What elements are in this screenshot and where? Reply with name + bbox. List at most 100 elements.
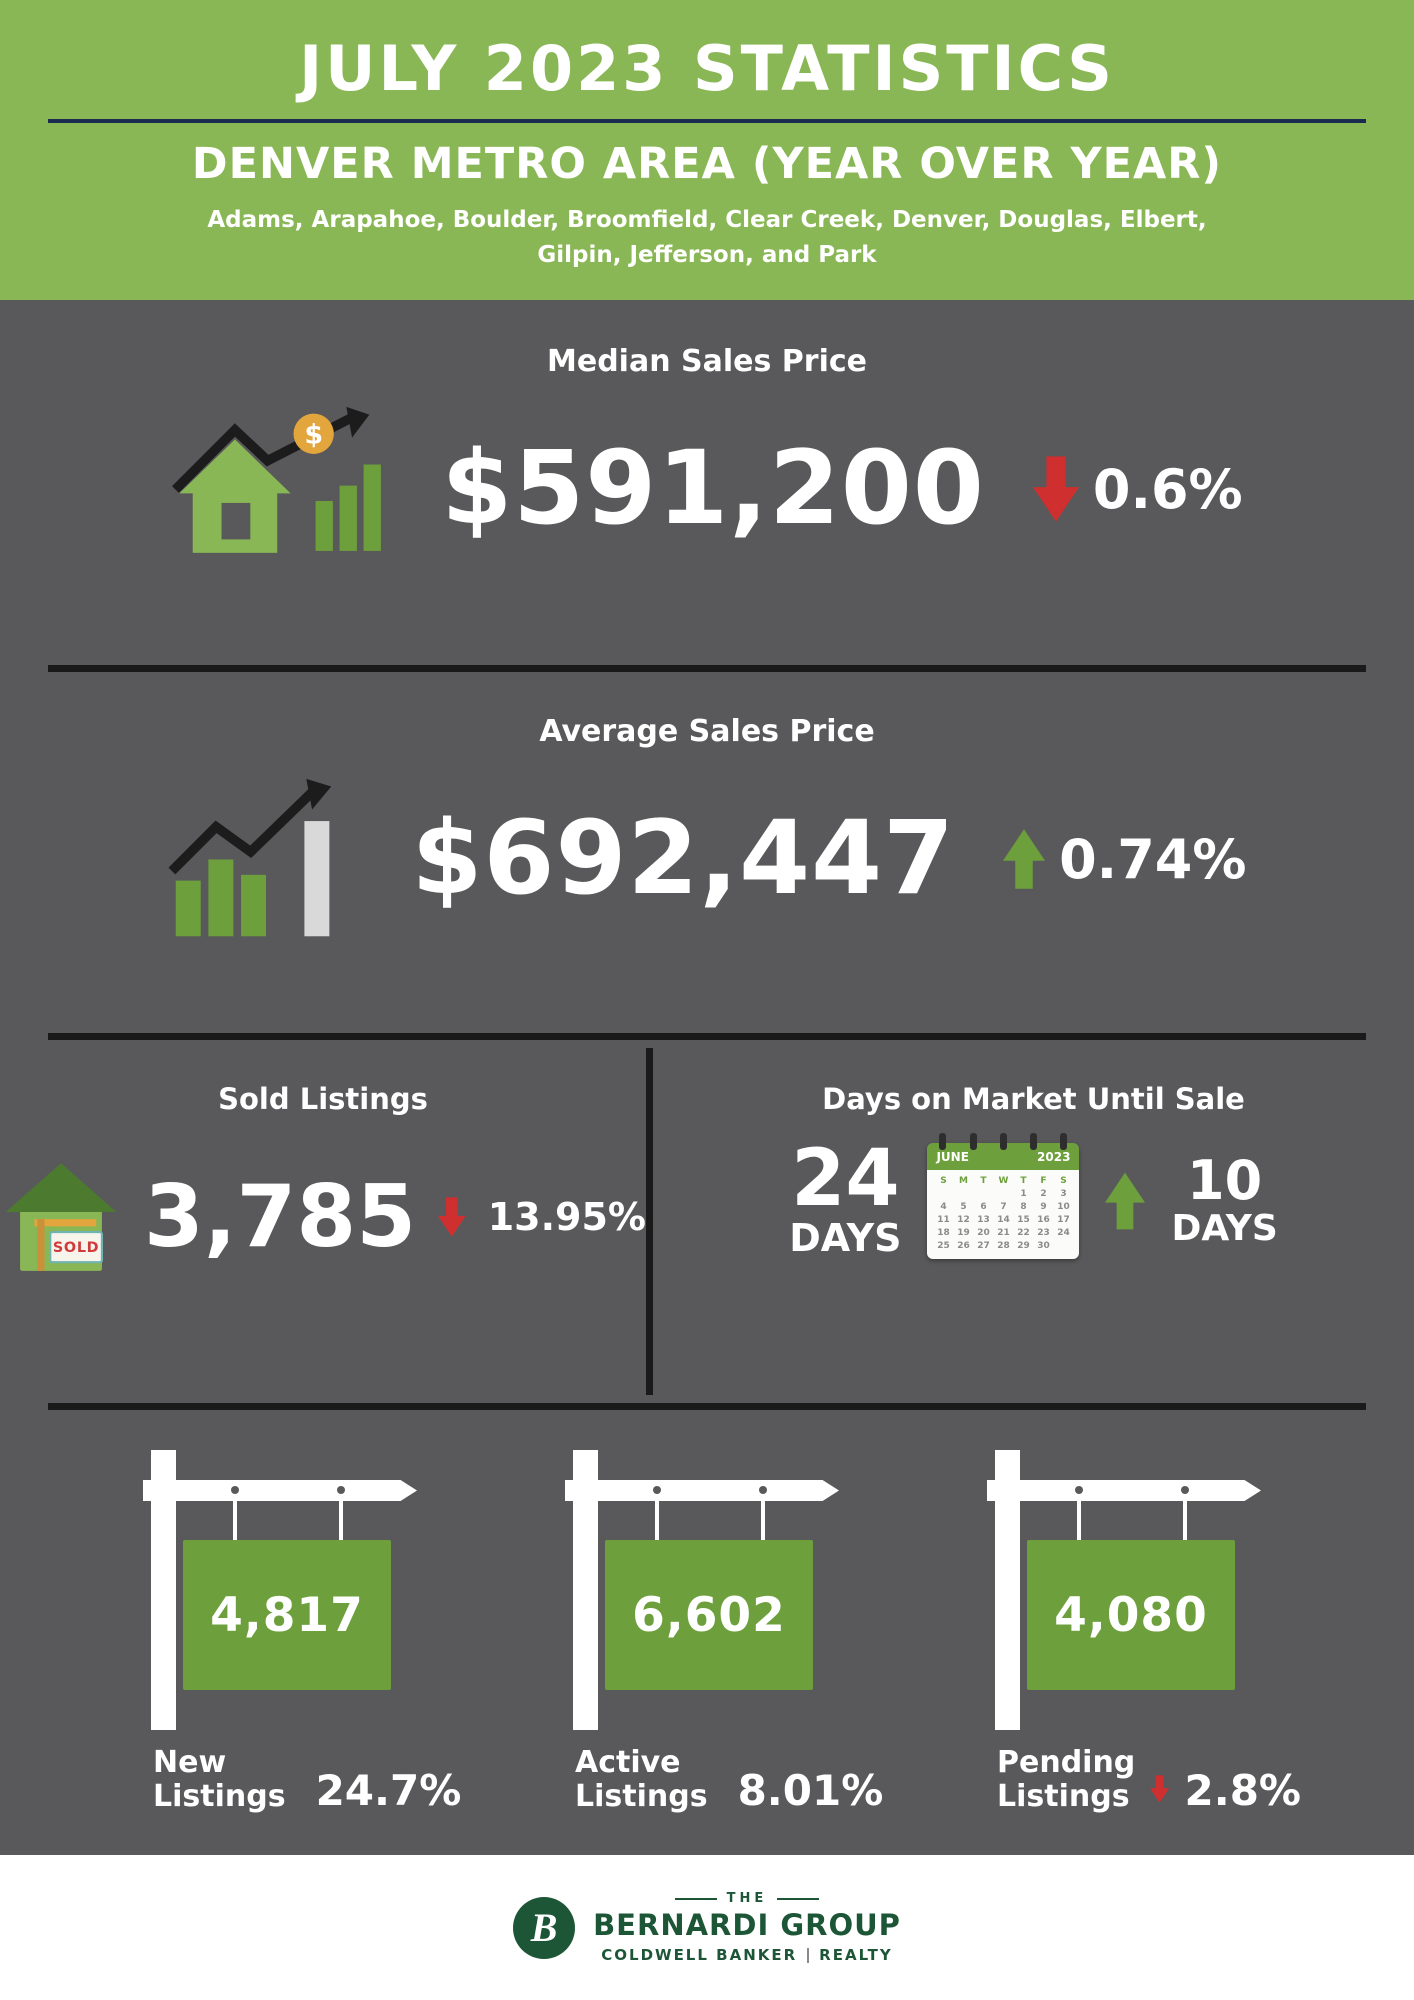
calendar-day: 11 — [937, 1215, 950, 1226]
calendar-day: 7 — [1000, 1202, 1007, 1213]
header: JULY 2023 STATISTICS DENVER METRO AREA (… — [0, 0, 1414, 300]
decorative-line — [674, 1897, 717, 1900]
calendar-day — [973, 1188, 993, 1200]
calendar-day: 27 — [977, 1241, 990, 1252]
median-title: Median Sales Price — [547, 344, 867, 379]
calendar-day: 26 — [957, 1241, 970, 1252]
sign-nail — [1181, 1486, 1189, 1494]
calendar-weekday: T — [980, 1176, 987, 1187]
signpost: 4,817 — [113, 1450, 457, 1730]
brand-realty: REALTY — [819, 1946, 893, 1964]
sign-hanger — [655, 1501, 659, 1540]
calendar-weekday: S — [940, 1176, 947, 1187]
brand-name: BERNARDI GROUP — [593, 1908, 901, 1942]
section-divider — [48, 1033, 1366, 1040]
calendar-day: 29 — [1017, 1241, 1030, 1252]
calendar-day: 3 — [1060, 1189, 1067, 1200]
brand-text-block: THE BERNARDI GROUP COLDWELL BANKER REALT… — [593, 1891, 901, 1964]
calendar-day — [993, 1188, 1013, 1200]
listing-change: 24.7% — [315, 1766, 462, 1816]
dom-change-unit: DAYS — [1171, 1207, 1278, 1249]
calendar-day: 19 — [957, 1228, 970, 1239]
down-arrow-icon — [1150, 1775, 1170, 1803]
counties-line-1: Adams, Arapahoe, Boulder, Broomfield, Cl… — [207, 207, 1207, 233]
section-divider — [48, 665, 1366, 672]
vertical-divider — [646, 1048, 653, 1395]
dom-value-block: 24 DAYS — [789, 1134, 902, 1261]
sign-hanger — [339, 1501, 343, 1540]
calendar-day: 1 — [1020, 1189, 1027, 1200]
calendar-day: 14 — [997, 1215, 1010, 1226]
listings-section: 4,817 New Listings 24.7% — [0, 1410, 1414, 1855]
sign-nail — [1075, 1486, 1083, 1494]
average-change: 0.74% — [1059, 827, 1247, 891]
calendar-day: 23 — [1037, 1228, 1050, 1239]
calendar-month: JUNE — [936, 1149, 969, 1164]
sign-nail — [337, 1486, 345, 1494]
sign-hanger — [233, 1501, 237, 1540]
house-price-up-icon: $ — [172, 406, 382, 553]
sign-board: 4,817 — [183, 1540, 391, 1690]
listing-value: 4,817 — [210, 1587, 364, 1643]
average-sales-section: Average Sales Price $692,447 0.74% — [0, 672, 1414, 1033]
average-value: $692,447 — [411, 799, 956, 918]
calendar-day: 18 — [937, 1228, 950, 1239]
calendar-day: 12 — [957, 1215, 970, 1226]
signpost: 6,602 — [535, 1450, 879, 1730]
calendar-day: 21 — [997, 1228, 1010, 1239]
counties-line-2: Gilpin, Jefferson, and Park — [537, 241, 877, 268]
brand-coldwell: COLDWELL BANKER — [601, 1946, 798, 1964]
calendar-day: 13 — [977, 1215, 990, 1226]
sold-value: 3,785 — [144, 1167, 417, 1267]
average-title: Average Sales Price — [539, 714, 875, 749]
calendar-day: 6 — [980, 1202, 987, 1213]
calendar-day — [953, 1188, 973, 1200]
calendar-day: 9 — [1040, 1202, 1047, 1213]
calendar-day: 15 — [1017, 1215, 1030, 1226]
calendar-weekday: W — [998, 1176, 1009, 1187]
calendar-day: 25 — [937, 1241, 950, 1252]
brand-sub-row: COLDWELL BANKER REALTY — [593, 1946, 901, 1964]
calendar-day: 8 — [1020, 1202, 1027, 1213]
signpost: 4,080 — [957, 1450, 1301, 1730]
calendar-day — [933, 1188, 953, 1200]
calendar-day: 5 — [960, 1202, 967, 1213]
sign-nail — [759, 1486, 767, 1494]
section-divider — [48, 1403, 1366, 1410]
dom-value: 24 — [791, 1134, 900, 1224]
calendar-day: 16 — [1037, 1215, 1050, 1226]
header-counties: Adams, Arapahoe, Boulder, Broomfield, Cl… — [0, 203, 1414, 272]
sign-hanger — [761, 1501, 765, 1540]
dom-unit: DAYS — [789, 1216, 902, 1261]
sign-hanger — [1077, 1501, 1081, 1540]
sold-change: 13.95% — [487, 1195, 646, 1239]
new-listings-sign: 4,817 New Listings 24.7% — [113, 1450, 461, 1855]
bar-chart-up-icon — [168, 778, 331, 937]
brand-the-row: THE — [593, 1891, 901, 1906]
brand-monogram: B — [530, 1905, 558, 1950]
median-row: $ $591,200 0.6% — [0, 405, 1414, 573]
calendar-day: 4 — [940, 1202, 947, 1213]
sign-hanger — [1183, 1501, 1187, 1540]
calendar-weekday: M — [958, 1176, 968, 1187]
calendar-day: 17 — [1057, 1215, 1070, 1226]
sold-sign-text: SOLD — [53, 1240, 99, 1256]
sold-house-icon: SOLD — [5, 1163, 117, 1271]
calendar-weekday: S — [1060, 1176, 1067, 1187]
calendar-weekday: T — [1020, 1176, 1027, 1187]
separator-bar — [807, 1947, 810, 1963]
listing-change: 8.01% — [737, 1766, 884, 1816]
pending-listings-sign: 4,080 Pending Listings 2.8% — [957, 1450, 1301, 1855]
sign-arm — [143, 1480, 417, 1501]
calendar-day: 20 — [977, 1228, 990, 1239]
page-title: JULY 2023 STATISTICS — [299, 32, 1115, 105]
dom-title: Days on Market Until Sale — [822, 1082, 1245, 1116]
median-change-group: 0.6% — [1032, 456, 1243, 522]
calendar-day: 2 — [1040, 1189, 1047, 1200]
calendar-day: 24 — [1057, 1228, 1070, 1239]
sign-arm — [987, 1480, 1261, 1501]
active-listings-sign: 6,602 Active Listings 8.01% — [535, 1450, 883, 1855]
calendar-rings — [939, 1133, 1068, 1151]
calendar-weekday: F — [1040, 1176, 1047, 1187]
header-rule — [48, 119, 1366, 123]
